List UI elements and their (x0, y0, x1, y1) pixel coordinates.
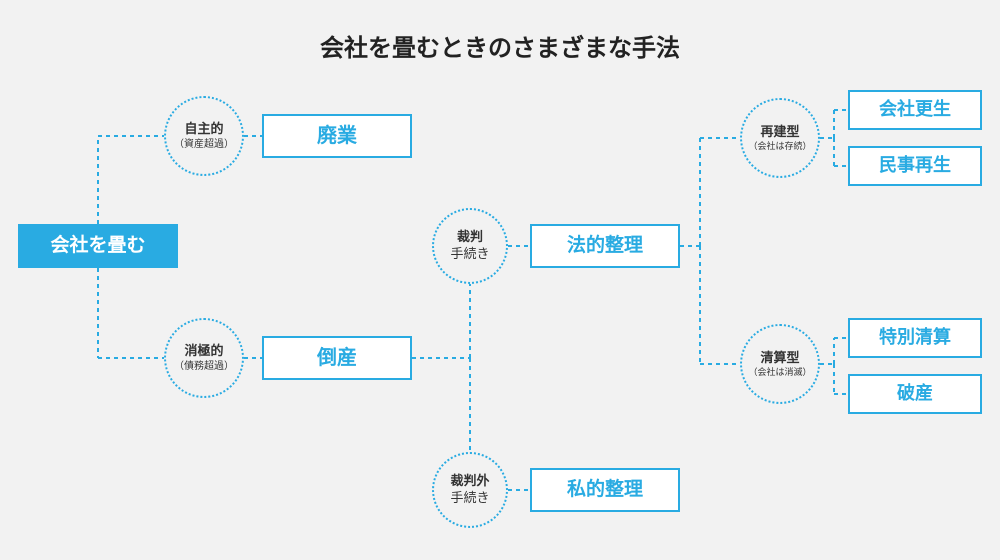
diagram-title: 会社を畳むときのさまざまな手法 (0, 28, 1000, 63)
node-label: 消極的 (184, 343, 223, 360)
node-passive: 消極的（債務超過） (164, 318, 244, 398)
node-haigyo: 廃業 (262, 114, 412, 158)
node-seisan: 清算型（会社は消滅） (740, 324, 820, 404)
node-label: 廃業 (317, 123, 357, 149)
node-saiban: 裁判手続き (432, 208, 508, 284)
node-hasan: 破産 (848, 374, 982, 414)
node-label: 自主的 (184, 121, 223, 138)
node-minji_saisei: 民事再生 (848, 146, 982, 186)
node-sublabel: （債務超過） (174, 360, 234, 373)
node-label: 私的整理 (567, 478, 643, 503)
node-label: 民事再生 (879, 154, 951, 177)
node-tosan: 倒産 (262, 336, 412, 380)
node-root: 会社を畳む (18, 224, 178, 268)
node-sublabel: （会社は消滅） (748, 367, 811, 379)
node-sublabel: （資産超過） (174, 138, 234, 151)
node-label: 清算型 (760, 350, 799, 367)
node-shiteki: 私的整理 (530, 468, 680, 512)
node-sublabel: 手続き (450, 490, 489, 507)
node-label: 裁判外 (450, 473, 489, 490)
node-label: 法的整理 (567, 234, 643, 259)
node-saiken: 再建型（会社は存続） (740, 98, 820, 178)
node-label: 会社を畳む (50, 234, 145, 259)
node-sublabel: （会社は存続） (748, 141, 811, 153)
node-label: 再建型 (760, 124, 799, 141)
node-kaisha_kosei: 会社更生 (848, 90, 982, 130)
node-saibangai: 裁判外手続き (432, 452, 508, 528)
node-houteki: 法的整理 (530, 224, 680, 268)
node-voluntary: 自主的（資産超過） (164, 96, 244, 176)
node-label: 裁判 (457, 229, 483, 246)
node-sublabel: 手続き (450, 246, 489, 263)
node-label: 破産 (897, 382, 933, 405)
node-label: 会社更生 (879, 98, 951, 121)
node-tokubetsu: 特別清算 (848, 318, 982, 358)
node-label: 特別清算 (879, 326, 951, 349)
node-label: 倒産 (317, 345, 357, 371)
